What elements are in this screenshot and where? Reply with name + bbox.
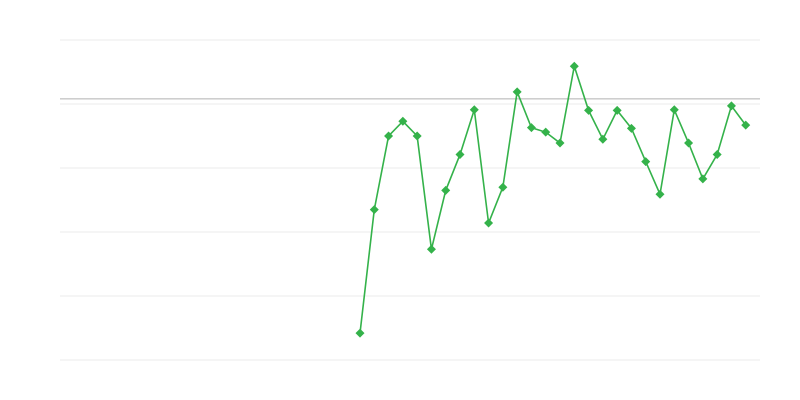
data-point-marker bbox=[569, 61, 579, 71]
data-point-marker bbox=[369, 205, 379, 215]
data-point-marker bbox=[441, 185, 451, 195]
data-point-marker bbox=[741, 120, 751, 130]
data-point-marker bbox=[498, 182, 508, 192]
data-point-marker bbox=[398, 116, 408, 126]
data-point-marker bbox=[355, 328, 365, 338]
data-point-marker bbox=[712, 150, 722, 160]
data-point-marker bbox=[541, 127, 551, 137]
data-point-marker bbox=[526, 123, 536, 133]
series-line bbox=[359, 65, 747, 334]
data-point-marker bbox=[726, 101, 736, 111]
data-point-marker bbox=[641, 157, 651, 167]
data-point-marker bbox=[484, 218, 494, 228]
data-point-marker bbox=[412, 131, 422, 141]
data-point-marker bbox=[626, 123, 636, 133]
series-markers bbox=[355, 61, 751, 338]
data-point-marker bbox=[684, 138, 694, 148]
data-point-marker bbox=[384, 131, 394, 141]
data-point-marker bbox=[655, 189, 665, 199]
data-point-marker bbox=[598, 134, 608, 144]
data-point-marker bbox=[469, 105, 479, 115]
data-point-marker bbox=[555, 138, 565, 148]
data-point-marker bbox=[612, 105, 622, 115]
gridlines bbox=[60, 39, 760, 361]
data-point-marker bbox=[698, 174, 708, 184]
data-point-marker bbox=[584, 105, 594, 115]
data-point-marker bbox=[669, 105, 679, 115]
data-point-marker bbox=[455, 150, 465, 160]
data-point-marker bbox=[512, 87, 522, 97]
data-point-marker bbox=[426, 244, 436, 254]
